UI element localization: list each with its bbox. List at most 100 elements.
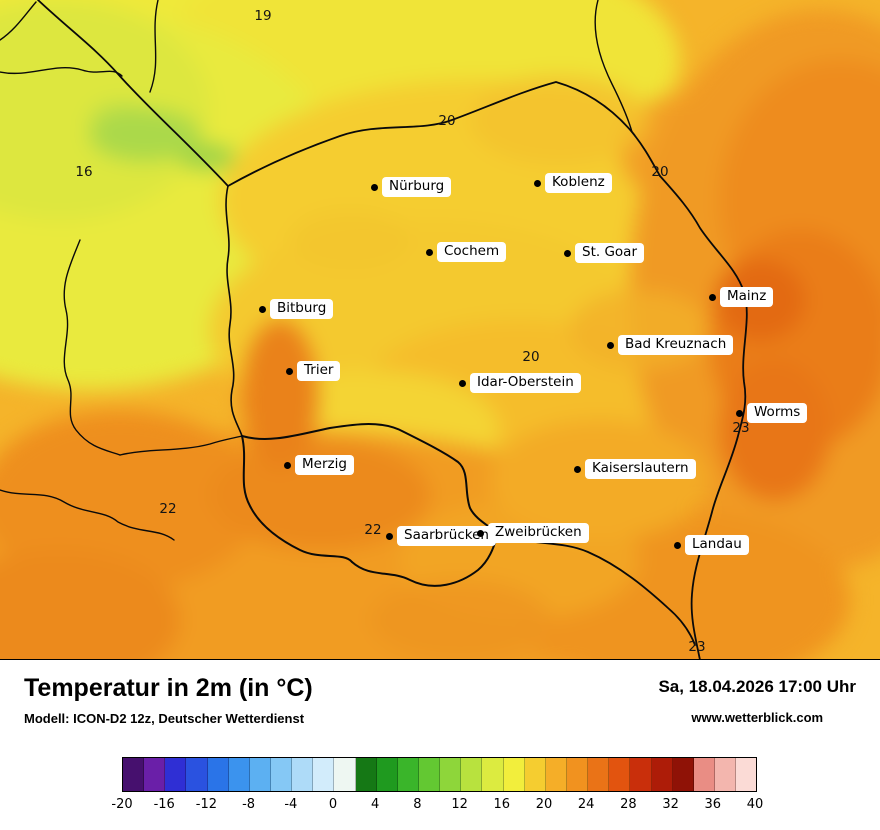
temperature-value-label: 23 (688, 639, 706, 655)
city-dot (459, 379, 466, 387)
city-label: St. Goar (575, 243, 644, 263)
legend-colorbar (122, 757, 757, 792)
legend-color-segment (270, 758, 293, 791)
city-marker-merzig: Merzig (284, 455, 354, 475)
legend-color-segment (440, 758, 462, 791)
legend-color-segment (207, 758, 229, 791)
city-marker-bitburg: Bitburg (259, 299, 334, 319)
legend-tick-label: -8 (242, 797, 256, 812)
legend-tick-label: 24 (577, 797, 595, 812)
legend-color-segment (123, 758, 145, 791)
legend-tick-label: -16 (153, 797, 175, 812)
legend-tick-label: 0 (328, 797, 338, 812)
temperature-value-label: 20 (438, 113, 456, 129)
temperature-field-map (0, 0, 880, 659)
footer: Temperatur in 2m (in °C) Modell: ICON-D2… (0, 660, 880, 745)
city-label: Landau (685, 535, 749, 555)
legend-color-segment (651, 758, 673, 791)
city-marker-cochem: Cochem (426, 242, 507, 262)
city-label: Koblenz (545, 173, 612, 193)
legend-color-segment (609, 758, 631, 791)
legend-color-segment (503, 758, 525, 791)
city-label: Worms (747, 403, 808, 423)
city-dot (574, 465, 581, 473)
city-label: Saarbrücken (397, 526, 496, 546)
temperature-value-label: 20 (651, 164, 669, 180)
city-marker-trier: Trier (286, 361, 341, 381)
city-dot (564, 249, 571, 257)
legend-tick-label: 4 (371, 797, 380, 812)
city-dot (371, 183, 378, 191)
legend-color-segment (482, 758, 504, 791)
city-marker-kaiserslautern: Kaiserslautern (574, 459, 696, 479)
city-marker-mainz: Mainz (709, 287, 774, 307)
legend-color-segment (165, 758, 187, 791)
temperature-value-label: 20 (522, 349, 540, 365)
city-marker-zweibr-cken: Zweibrücken (477, 523, 589, 543)
city-marker-st-goar: St. Goar (564, 243, 644, 263)
legend-color-segment (249, 758, 271, 791)
legend-color-segment (397, 758, 419, 791)
temperature-shading (0, 0, 880, 659)
city-dot (286, 367, 293, 375)
city-label: Bad Kreuznach (618, 335, 734, 355)
city-label: Kaiserslautern (585, 459, 696, 479)
temperature-legend: -20 -16 -12 -8 -4 0 4 8 12 16 20 24 28 32 36 40 (0, 745, 880, 830)
legend-color-segment (545, 758, 567, 791)
footer-left: Temperatur in 2m (in °C) Modell: ICON-D2… (24, 674, 313, 726)
legend-tick-label: 28 (620, 797, 637, 812)
legend-tick-label: 20 (535, 797, 553, 812)
city-dot (674, 541, 681, 549)
city-label: Bitburg (270, 299, 334, 319)
legend-color-segment (524, 758, 546, 791)
city-dot (607, 341, 614, 349)
legend-color-segment (292, 758, 314, 791)
legend-tick-label: 36 (704, 797, 722, 812)
legend-color-segment (736, 758, 757, 791)
city-dot (426, 248, 433, 256)
legend-tick-labels: -20 -16 -12 -8 -4 0 4 8 12 16 20 24 28 32 36 40 (111, 797, 763, 817)
legend-color-segment (693, 758, 715, 791)
city-label: Trier (297, 361, 341, 381)
legend-tick-label: 32 (662, 797, 679, 812)
city-label: Merzig (295, 455, 354, 475)
city-label: Nürburg (382, 177, 452, 197)
legend-color-segment (355, 758, 377, 791)
city-dot (259, 305, 266, 313)
city-label: Cochem (437, 242, 507, 262)
legend-color-segment (334, 758, 356, 791)
city-dot (534, 179, 541, 187)
temperature-value-label: 16 (75, 164, 93, 180)
city-marker-koblenz: Koblenz (534, 173, 612, 193)
legend-tick-label: 8 (413, 797, 422, 812)
city-label: Zweibrücken (488, 523, 589, 543)
temperature-value-label: 19 (254, 8, 272, 24)
city-dot (386, 532, 393, 540)
legend-color-segment (144, 758, 166, 791)
website-link[interactable]: www.wetterblick.com (691, 710, 824, 725)
model-info: Modell: ICON-D2 12z, Deutscher Wetterdie… (24, 711, 305, 726)
region-borders (0, 0, 748, 659)
temperature-value-label: 22 (364, 522, 382, 538)
legend-tick-label: -12 (195, 797, 218, 812)
city-dot (477, 529, 484, 537)
legend-color-segment (228, 758, 250, 791)
legend-tick-label: 12 (451, 797, 468, 812)
legend-color-segment (630, 758, 652, 791)
legend-tick-label: -4 (284, 797, 298, 812)
forecast-datetime: Sa, 18.04.2026 17:00 Uhr (658, 677, 856, 696)
footer-right: Sa, 18.04.2026 17:00 Uhr www.wetterblick… (658, 676, 856, 725)
legend-color-segment (186, 758, 208, 791)
legend-color-segment (714, 758, 737, 791)
city-marker-bad-kreuznach: Bad Kreuznach (607, 335, 734, 355)
legend-tick-label: 40 (746, 797, 764, 812)
city-label: Idar-Oberstein (470, 373, 581, 393)
weather-map: Nürburg Koblenz Cochem St. Goar Bitburg Mainz… (0, 0, 880, 660)
legend-color-segment (376, 758, 398, 791)
city-marker-landau: Landau (674, 535, 749, 555)
legend-color-segment (672, 758, 694, 791)
map-title: Temperatur in 2m (in °C) (24, 674, 313, 702)
city-dot (709, 293, 716, 301)
legend-color-segment (418, 758, 441, 791)
city-marker-n-rburg: Nürburg (371, 177, 452, 197)
